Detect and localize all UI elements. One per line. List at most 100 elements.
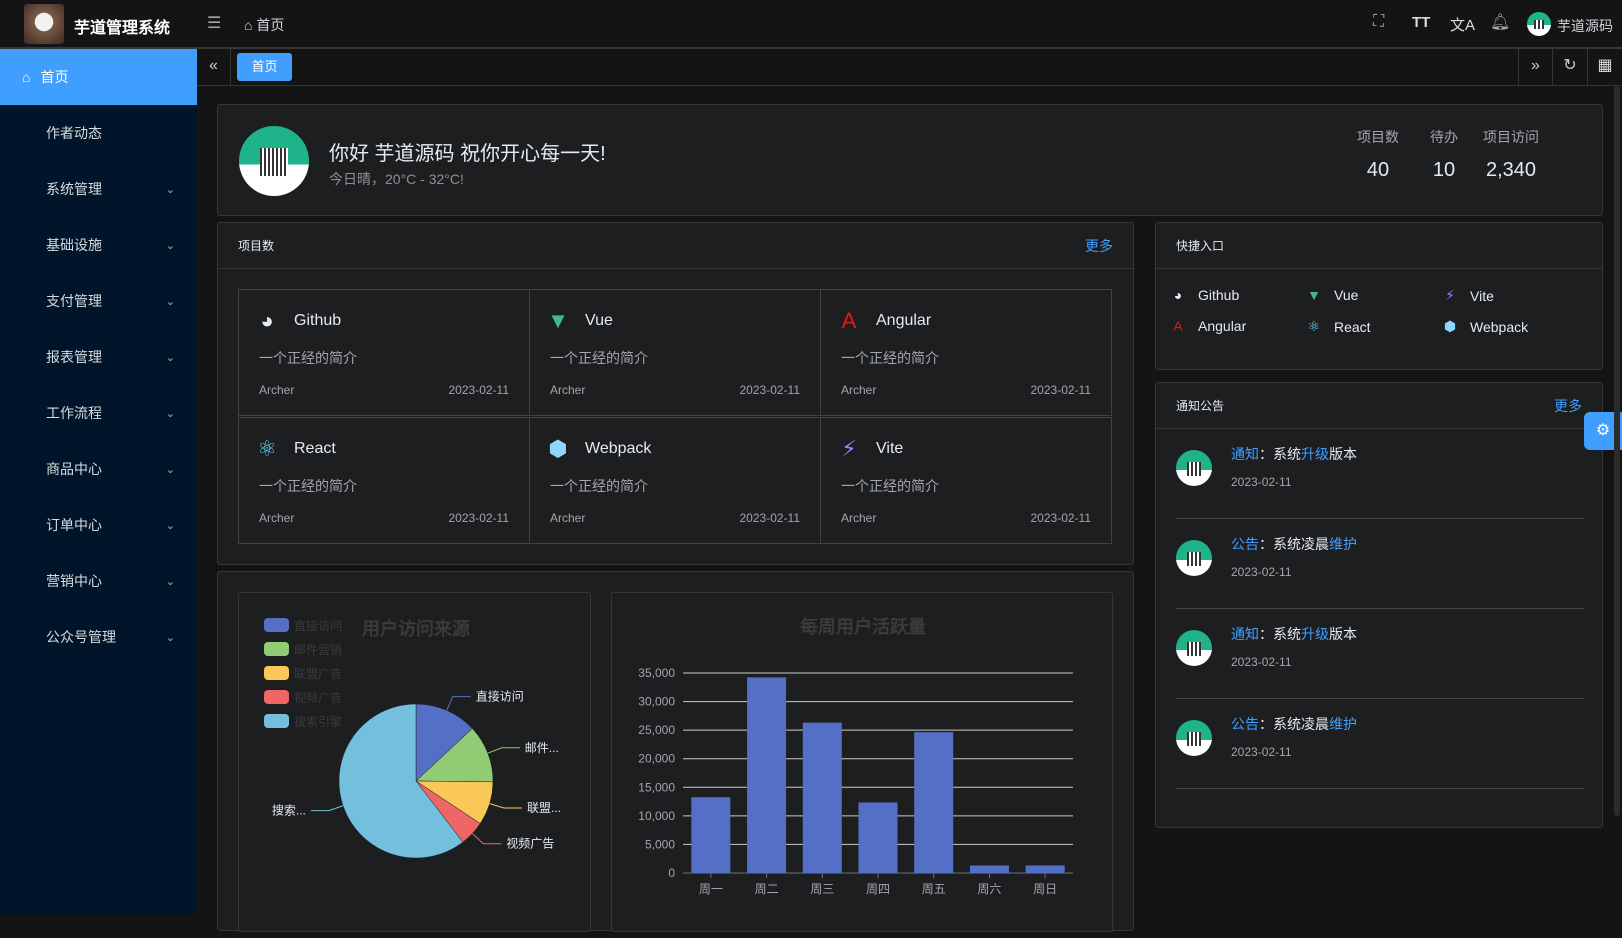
project-card[interactable]: ⚡ Vite 一个正经的简介 Archer 2023-02-11: [820, 417, 1112, 544]
bell-icon[interactable]: 🔔︎: [1490, 14, 1511, 31]
breadcrumb[interactable]: ⌂ 首页: [244, 15, 284, 35]
y-tick-label: 15,000: [638, 780, 675, 794]
sidebar-item[interactable]: 系统管理 ⌄: [0, 161, 197, 217]
tabs-bar: « 首页 » ↻ ▦: [197, 49, 1622, 86]
quick-entry-label: Github: [1198, 287, 1240, 303]
notice-item[interactable]: 公告：系统凌晨维护 2023-02-11: [1176, 699, 1584, 789]
sidebar-item[interactable]: 基础设施 ⌄: [0, 217, 197, 273]
project-card[interactable]: ▼ Vue 一个正经的简介 Archer 2023-02-11: [529, 289, 821, 416]
notice-type[interactable]: 通知: [1231, 626, 1259, 642]
fullscreen-icon[interactable]: ⛶: [1373, 13, 1385, 30]
x-tick-label: 周日: [1033, 882, 1057, 896]
notice-type[interactable]: 通知: [1231, 446, 1259, 462]
chevron-down-icon: ⌄: [165, 463, 175, 476]
notice-sep: ：: [1259, 446, 1273, 462]
quick-entry-label: Angular: [1198, 318, 1247, 334]
project-card[interactable]: A Angular 一个正经的简介 Archer 2023-02-11: [820, 289, 1112, 416]
project-desc: 一个正经的简介: [841, 350, 939, 366]
y-tick-label: 10,000: [638, 809, 675, 823]
welcome-avatar: [239, 126, 309, 196]
chevron-down-icon: ⌄: [165, 631, 175, 644]
stat-item: 待办 10: [1399, 127, 1489, 182]
projects-title: 项目数: [238, 239, 275, 253]
user-avatar[interactable]: [1527, 12, 1551, 36]
project-name: Angular: [876, 312, 932, 329]
sidebar-item[interactable]: 商品中心 ⌄: [0, 441, 197, 497]
sidebar-item[interactable]: ⌂ 首页: [0, 49, 197, 105]
sidebar-item-label: 工作流程: [46, 405, 102, 421]
sidebar-item[interactable]: 作者动态: [0, 105, 197, 161]
sidebar-item-label: 订单中心: [46, 517, 102, 533]
notice-text-part: 系统凌晨: [1273, 536, 1329, 552]
notice-text: 通知：系统升级版本: [1231, 444, 1357, 464]
sidebar-item[interactable]: 公众号管理 ⌄: [0, 609, 197, 665]
scroll-right-icon[interactable]: »: [1518, 49, 1552, 85]
quick-entry-item[interactable]: ⚡ Vite: [1442, 287, 1494, 304]
quick-entry-item[interactable]: ▼ Vue: [1306, 287, 1358, 303]
project-card[interactable]: ◕ Github 一个正经的简介 Archer 2023-02-11: [238, 289, 530, 416]
notice-item[interactable]: 通知：系统升级版本 2023-02-11: [1176, 429, 1584, 519]
y-tick-label: 25,000: [638, 723, 675, 737]
font-size-icon[interactable]: TT: [1412, 14, 1431, 31]
sidebar-item[interactable]: 订单中心 ⌄: [0, 497, 197, 553]
pie-chart: 用户访问来源直接访问邮件营销联盟广告视频广告搜索引擎直接访问邮件...联盟...…: [264, 618, 561, 859]
pie-label: 联盟...: [527, 801, 561, 815]
user-name[interactable]: 芋道源码: [1557, 18, 1613, 34]
projects-more-link[interactable]: 更多: [1085, 237, 1113, 254]
chevron-down-icon: ⌄: [165, 351, 175, 364]
legend-label: 邮件营销: [294, 643, 342, 657]
sidebar-item[interactable]: 报表管理 ⌄: [0, 329, 197, 385]
notice-item[interactable]: 通知：系统升级版本 2023-02-11: [1176, 609, 1584, 699]
translate-icon[interactable]: 文A: [1450, 17, 1476, 34]
notice-text: 公告：系统凌晨维护: [1231, 534, 1357, 554]
sidebar-item[interactable]: 营销中心 ⌄: [0, 553, 197, 609]
github-icon: ◕: [1173, 287, 1183, 303]
top-header: 芋道管理系统 ☰ ⌂ 首页 ⛶ TT 文A 🔔︎ 芋道源码: [0, 0, 1622, 49]
notice-type[interactable]: 公告: [1231, 536, 1259, 552]
quick-entry-item[interactable]: A Angular: [1170, 318, 1246, 334]
notice-more-link[interactable]: 更多: [1554, 397, 1582, 414]
refresh-icon[interactable]: ↻: [1552, 49, 1587, 85]
bar: [802, 722, 842, 873]
y-tick-label: 0: [668, 866, 675, 880]
notice-item[interactable]: 公告：系统凌晨维护 2023-02-11: [1176, 519, 1584, 609]
menu-fold-icon[interactable]: ☰: [207, 15, 222, 32]
notice-highlight: 维护: [1329, 716, 1357, 732]
grid-menu-icon[interactable]: ▦: [1587, 49, 1622, 85]
sidebar-item-label: 作者动态: [46, 125, 102, 141]
notice-type[interactable]: 公告: [1231, 716, 1259, 732]
projects-card: 项目数 更多 ◕ Github 一个正经的简介 Archer 2023-02-11 ▼ Vue…: [217, 222, 1134, 565]
project-date: 2023-02-11: [739, 383, 801, 397]
project-author: Archer: [550, 511, 586, 525]
notice-text-part: 版本: [1329, 626, 1357, 642]
pie-label: 直接访问: [476, 689, 524, 704]
project-card[interactable]: ⚛ React 一个正经的简介 Archer 2023-02-11: [238, 417, 530, 544]
project-author: Archer: [259, 511, 295, 525]
quick-entry-label: Webpack: [1470, 318, 1529, 335]
project-author: Archer: [841, 383, 877, 397]
sidebar-item-label: 系统管理: [46, 181, 102, 197]
notice-text: 公告：系统凌晨维护: [1231, 714, 1357, 734]
sidebar-item-label: 公众号管理: [46, 629, 116, 645]
sidebar-item[interactable]: 支付管理 ⌄: [0, 273, 197, 329]
tab-home[interactable]: 首页: [237, 53, 292, 81]
bar: [747, 677, 787, 873]
legend-swatch: [264, 618, 289, 632]
quick-entry-item[interactable]: ⚛ React: [1306, 318, 1371, 335]
notice-highlight: 维护: [1329, 536, 1357, 552]
pie-label-line: [489, 803, 522, 809]
quick-entry-label: React: [1334, 318, 1371, 335]
notice-avatar: [1176, 450, 1212, 486]
notice-title: 通知公告: [1176, 399, 1225, 413]
page-scrollbar[interactable]: [1614, 86, 1620, 816]
scroll-left-icon[interactable]: «: [197, 49, 231, 85]
quick-entry-item[interactable]: ⬢ Webpack: [1442, 318, 1528, 335]
bar: [969, 865, 1009, 873]
sidebar-item[interactable]: 工作流程 ⌄: [0, 385, 197, 441]
quick-entry-item[interactable]: ◕ Github: [1170, 287, 1239, 303]
quick-entry-title: 快捷入口: [1176, 239, 1225, 253]
sidebar-item-label: 基础设施: [46, 237, 102, 253]
pie-label: 视频广告: [506, 836, 554, 851]
project-card[interactable]: ⬢ Webpack 一个正经的简介 Archer 2023-02-11: [529, 417, 821, 544]
stat-value: 10: [1432, 159, 1456, 181]
